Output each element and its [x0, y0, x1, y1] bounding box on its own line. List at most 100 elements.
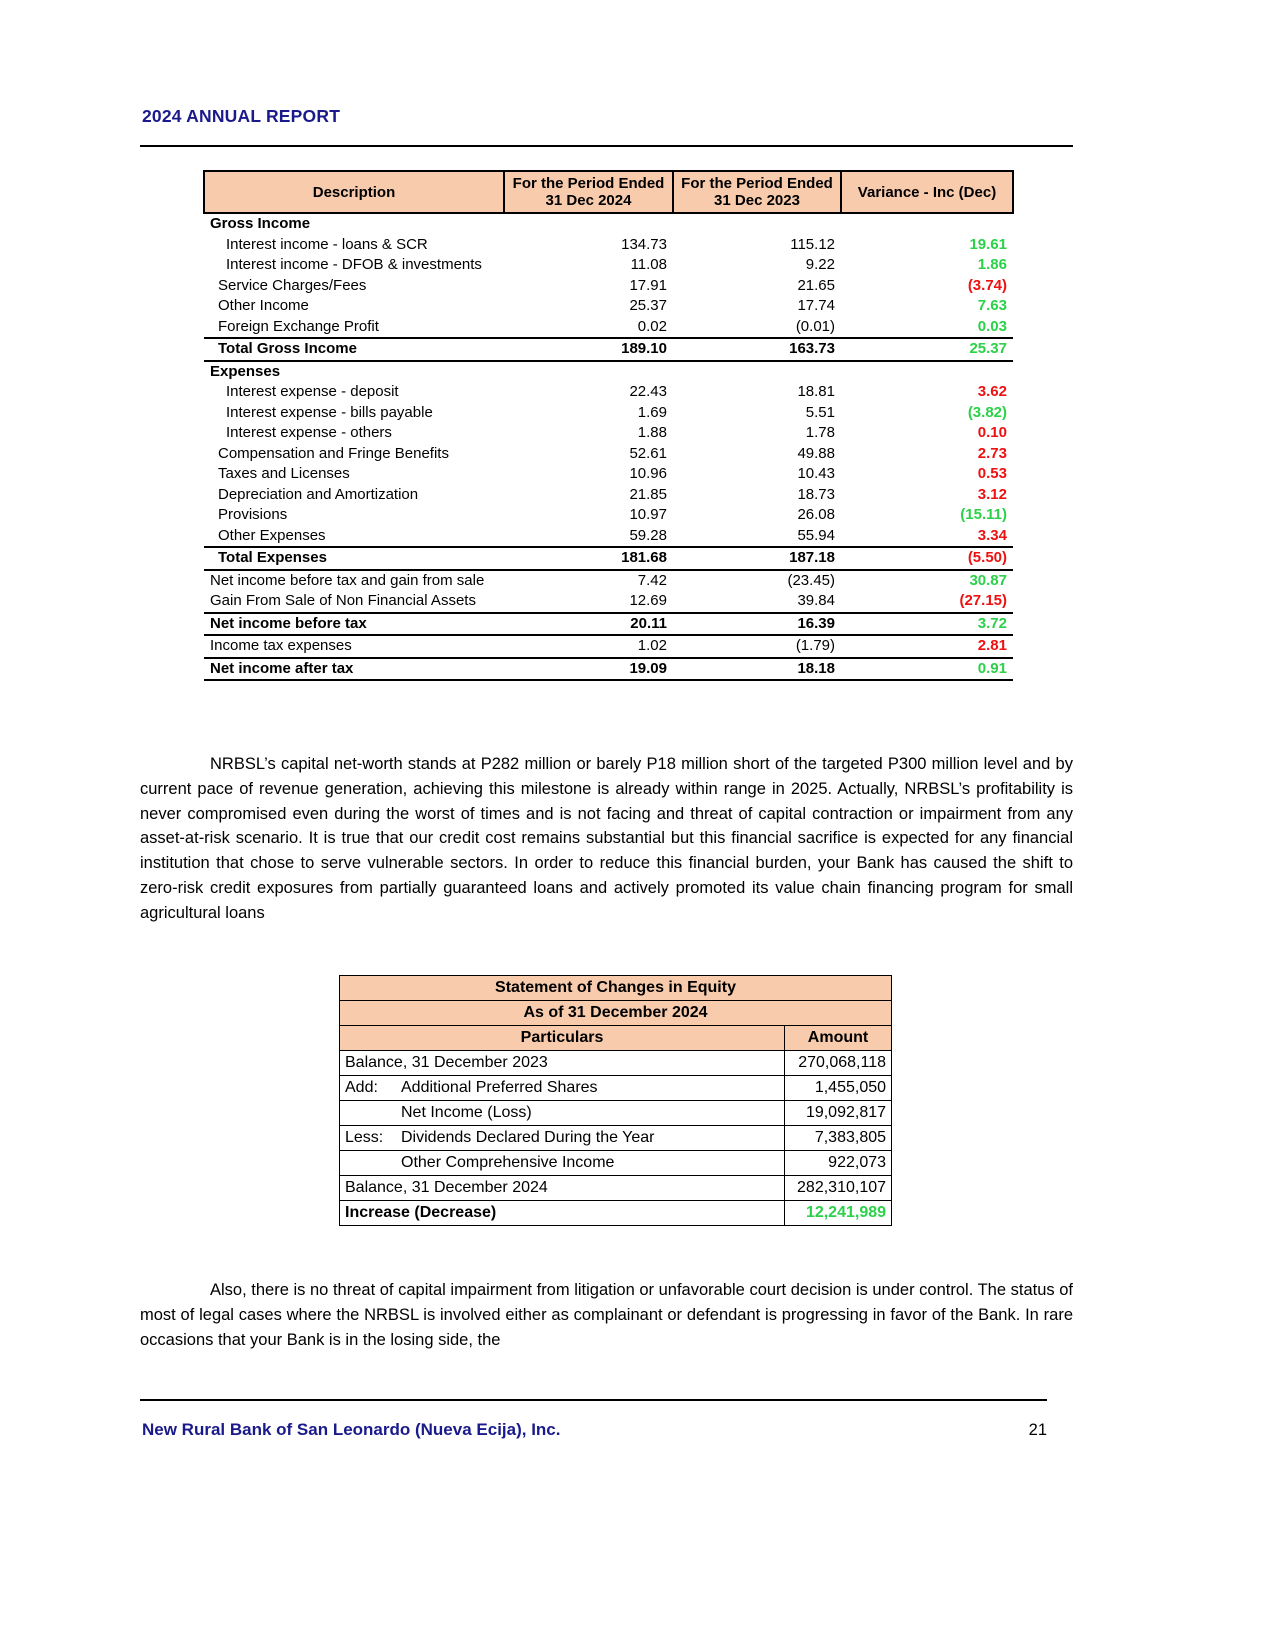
- income-value-2023: 163.73: [673, 338, 841, 362]
- legal-cases-paragraph: Also, there is no threat of capital impa…: [140, 1281, 1073, 1349]
- income-row-label: Gain From Sale of Non Financial Assets: [204, 591, 504, 614]
- income-row-label: Net income after tax: [204, 657, 504, 681]
- income-table-row: Provisions 10.97 26.08 (15.11): [204, 505, 1013, 526]
- income-value-2023: 21.65: [797, 276, 835, 294]
- income-value-2024: 11.08: [630, 256, 667, 273]
- income-column-header: Variance - Inc (Dec): [840, 170, 1014, 214]
- equity-statement-table: Statement of Changes in Equity As of 31 …: [338, 975, 893, 1226]
- income-variance-value: 25.37: [841, 338, 1013, 362]
- income-row-label: Total Gross Income: [204, 338, 504, 362]
- income-value-2023: 49.88: [797, 444, 835, 462]
- income-value-2023: 115.12: [790, 235, 835, 253]
- income-row-label: Interest expense - bills payable: [226, 403, 433, 421]
- income-value-2024: 12.69: [504, 591, 673, 614]
- income-variance-value: 3.34: [841, 525, 1013, 548]
- income-variance-value: (3.82): [967, 403, 1007, 421]
- income-value-2023: 9.22: [805, 256, 835, 273]
- income-value-2024: 22.43: [629, 383, 667, 400]
- income-value-2023: 26.08: [797, 506, 835, 523]
- income-value-2023: 17.74: [797, 297, 835, 314]
- equity-row-label: Other Comprehensive Income: [339, 1150, 785, 1176]
- equity-col-header-amount: Amount: [783, 1025, 893, 1051]
- income-row-label: Gross Income: [210, 215, 311, 232]
- income-value-2024: [504, 361, 673, 383]
- equity-row-amount: 7,383,805: [783, 1125, 893, 1151]
- income-table-row: Gain From Sale of Non Financial Assets 12…: [204, 591, 1013, 614]
- income-row-label: Net income before tax: [204, 612, 504, 636]
- equity-table-title: Statement of Changes in Equity: [338, 975, 893, 1001]
- income-value-2023: (23.45): [787, 571, 835, 589]
- income-variance-value: 30.87: [969, 571, 1007, 589]
- income-column-header: Description: [203, 170, 505, 214]
- income-table-row: Compensation and Fringe Benefits 52.61 49.…: [204, 444, 1013, 465]
- income-variance-value: [841, 361, 1013, 383]
- equity-table-subtitle: As of 31 December 2024: [338, 1000, 893, 1026]
- income-value-2024: 189.10: [504, 338, 673, 362]
- income-table-row: Interest income - DFOB & investments 11.0…: [204, 255, 1013, 276]
- income-row-label: Total Expenses: [204, 547, 504, 571]
- income-variance-value: 19.61: [969, 235, 1007, 253]
- income-table-row: Income tax expenses 1.02 (1.79) 2.81: [204, 635, 1013, 659]
- footer-divider: [140, 1399, 1047, 1401]
- equity-row-amount: 270,068,118: [783, 1050, 893, 1076]
- income-variance-value: [841, 213, 1013, 235]
- equity-table-row: Balance, 31 December 2024 282,310,107: [339, 1175, 893, 1201]
- income-variance-value: 3.72: [841, 612, 1013, 636]
- equity-statement-header: Statement of Changes in Equity As of 31 …: [338, 975, 893, 1051]
- page-footer: New Rural Bank of San Leonardo (Nueva Ec…: [142, 1420, 1047, 1440]
- income-variance-value: (3.74): [967, 276, 1007, 294]
- income-table-row: Service Charges/Fees 17.91 21.65 (3.74): [204, 276, 1013, 297]
- income-row-label: Expenses: [210, 362, 281, 380]
- income-variance-value: 0.03: [841, 316, 1013, 339]
- income-row-label: Foreign Exchange Profit: [204, 316, 504, 339]
- equity-row-amount: 1,455,050: [783, 1075, 893, 1101]
- equity-row-prefix: Add:: [345, 1079, 378, 1096]
- equity-table-row: Increase (Decrease) 12,241,989: [339, 1200, 893, 1226]
- income-value-2023: 10.43: [797, 465, 835, 482]
- income-value-2023: [673, 213, 841, 235]
- footer-page-number: 21: [1028, 1421, 1047, 1439]
- income-table-row: Other Income 25.37 17.74 7.63: [204, 296, 1013, 317]
- equity-col-header-particulars: Particulars: [339, 1025, 785, 1051]
- income-value-2023: (1.79): [673, 635, 841, 659]
- income-variance-value: 2.81: [841, 635, 1013, 659]
- income-variance-value: (15.11): [960, 506, 1007, 523]
- income-table-row: Interest income - loans & SCR 134.73 115.1…: [204, 235, 1013, 256]
- income-value-2024: 1.02: [504, 635, 673, 659]
- income-table-row: Expenses: [204, 361, 1013, 383]
- income-table-row: Gross Income: [204, 213, 1013, 235]
- equity-row-label: Add: Additional Preferred Shares: [339, 1075, 785, 1101]
- equity-row-amount: 282,310,107: [783, 1175, 893, 1201]
- income-variance-value: 0.53: [977, 465, 1007, 482]
- equity-row-amount: 12,241,989: [783, 1200, 893, 1226]
- income-variance-value: (27.15): [841, 591, 1013, 614]
- income-variance-value: 3.12: [977, 485, 1007, 503]
- income-value-2023: 187.18: [673, 547, 841, 571]
- income-value-2024: 1.69: [637, 403, 667, 421]
- equity-table-row: Add: Additional Preferred Shares 1,455,050: [339, 1075, 893, 1101]
- income-row-label: Interest income - loans & SCR: [226, 235, 428, 253]
- income-table-row: Net income after tax 19.09 18.18 0.91: [204, 657, 1013, 681]
- equity-row-label: Balance, 31 December 2023: [339, 1050, 785, 1076]
- income-table-row: Net income before tax 20.11 16.39 3.72: [204, 612, 1013, 636]
- income-value-2024: 181.68: [504, 547, 673, 571]
- income-variance-value: 7.63: [977, 297, 1007, 314]
- income-table-row: Taxes and Licenses 10.96 10.43 0.53: [204, 464, 1013, 485]
- income-table-row: Total Gross Income 189.10 163.73 25.37: [204, 338, 1013, 362]
- income-statement-header: Description For the Period Ended 31 Dec 20…: [203, 170, 1014, 214]
- income-row-label: Other Expenses: [204, 525, 504, 548]
- income-table-row: Interest expense - bills payable 1.69 5.51…: [204, 403, 1013, 424]
- equity-row-amount: 19,092,817: [783, 1100, 893, 1126]
- equity-row-label: Less: Dividends Declared During the Year: [339, 1125, 785, 1151]
- income-variance-value: 1.86: [977, 256, 1007, 273]
- income-row-label: Interest income - DFOB & investments: [226, 256, 482, 273]
- income-column-header: For the Period Ended 31 Dec 2024: [503, 170, 674, 214]
- income-value-2023: 18.73: [797, 485, 835, 503]
- income-variance-value: 3.62: [977, 383, 1007, 400]
- income-table-row: Total Expenses 181.68 187.18 (5.50): [204, 547, 1013, 571]
- income-variance-value: (5.50): [841, 547, 1013, 571]
- income-variance-value: 0.10: [977, 424, 1007, 441]
- income-row-label: Taxes and Licenses: [218, 465, 350, 482]
- income-row-label: Service Charges/Fees: [218, 276, 367, 294]
- income-value-2024: 19.09: [504, 657, 673, 681]
